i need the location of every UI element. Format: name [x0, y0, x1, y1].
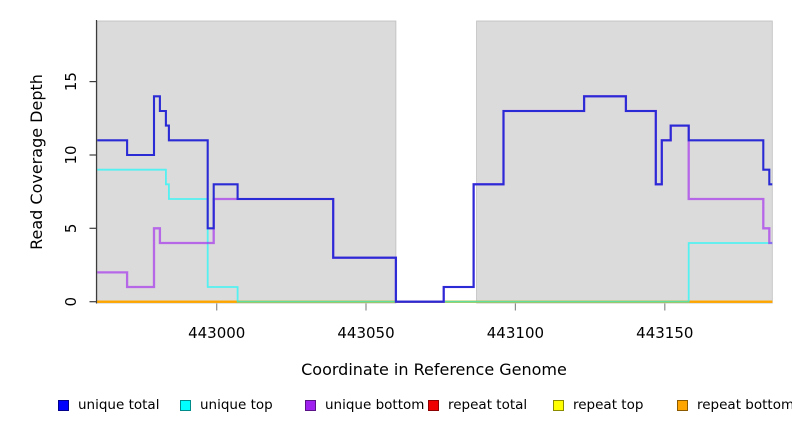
shaded-region [96, 20, 397, 304]
y-tick-label: 10 [62, 145, 80, 164]
axes: 0 5 10 15 443000 443050 443100 443150 [62, 20, 693, 342]
shaded-region [476, 20, 773, 304]
shaded-regions [96, 20, 773, 304]
x-axis-title: Coordinate in Reference Genome [301, 360, 567, 379]
y-tick-label: 15 [62, 72, 80, 91]
y-tick-label: 5 [62, 224, 80, 234]
series-lines [97, 95, 773, 303]
x-tick-label: 443100 [487, 324, 544, 342]
x-tick-label: 443000 [188, 324, 245, 342]
y-tick-label: 0 [62, 297, 80, 307]
x-tick-label: 443150 [636, 324, 693, 342]
y-axis-title: Read Coverage Depth [27, 74, 46, 250]
x-tick-label: 443050 [337, 324, 394, 342]
series-line-unique-total [97, 95, 773, 303]
